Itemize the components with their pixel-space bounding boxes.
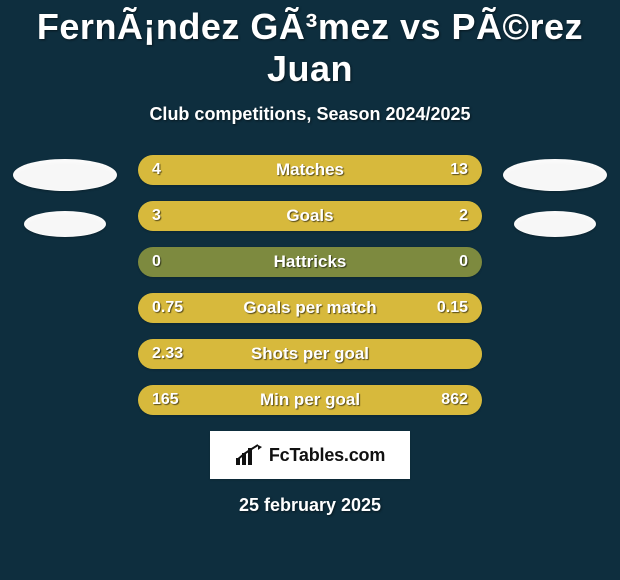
stat-row: Hattricks0 0 bbox=[138, 247, 482, 277]
stat-bar-left bbox=[138, 385, 193, 415]
stat-bar-right bbox=[210, 155, 482, 185]
player-left-photo-2 bbox=[24, 211, 106, 237]
stat-label: Hattricks bbox=[138, 247, 482, 277]
page-subtitle: Club competitions, Season 2024/2025 bbox=[149, 104, 470, 125]
stat-value-left: 0 bbox=[152, 247, 161, 277]
brand-icon bbox=[235, 444, 263, 466]
stat-row: Goals32 bbox=[138, 201, 482, 231]
player-right-photos bbox=[500, 155, 610, 237]
player-left-photos bbox=[10, 155, 120, 237]
page-title: FernÃ¡ndez GÃ³mez vs PÃ©rez Juan bbox=[0, 6, 620, 90]
stat-bar-left bbox=[138, 155, 210, 185]
stat-bar-right bbox=[413, 293, 482, 323]
stat-bar-right bbox=[344, 201, 482, 231]
stat-row: Matches413 bbox=[138, 155, 482, 185]
brand-badge: FcTables.com bbox=[210, 431, 410, 479]
stat-bar-right bbox=[193, 385, 482, 415]
brand-text: FcTables.com bbox=[269, 445, 385, 466]
stat-bar-left bbox=[138, 201, 344, 231]
stat-row: Min per goal165862 bbox=[138, 385, 482, 415]
content-row: Matches413 Goals32 Hattricks0 0 Goals per ma… bbox=[0, 155, 620, 415]
stat-row: Goals per match0.750.15 bbox=[138, 293, 482, 323]
player-right-photo-2 bbox=[514, 211, 596, 237]
player-right-photo-1 bbox=[503, 159, 607, 191]
stat-row: Shots per goal2.33 bbox=[138, 339, 482, 369]
stat-bar-left bbox=[138, 339, 482, 369]
stat-bar-left bbox=[138, 293, 413, 323]
snapshot-date: 25 february 2025 bbox=[239, 495, 381, 516]
player-left-photo-1 bbox=[13, 159, 117, 191]
comparison-widget: FernÃ¡ndez GÃ³mez vs PÃ©rez Juan Club co… bbox=[0, 0, 620, 580]
stat-value-right: 0 bbox=[459, 247, 468, 277]
stats-bars: Matches413 Goals32 Hattricks0 0 Goals per ma… bbox=[138, 155, 482, 415]
